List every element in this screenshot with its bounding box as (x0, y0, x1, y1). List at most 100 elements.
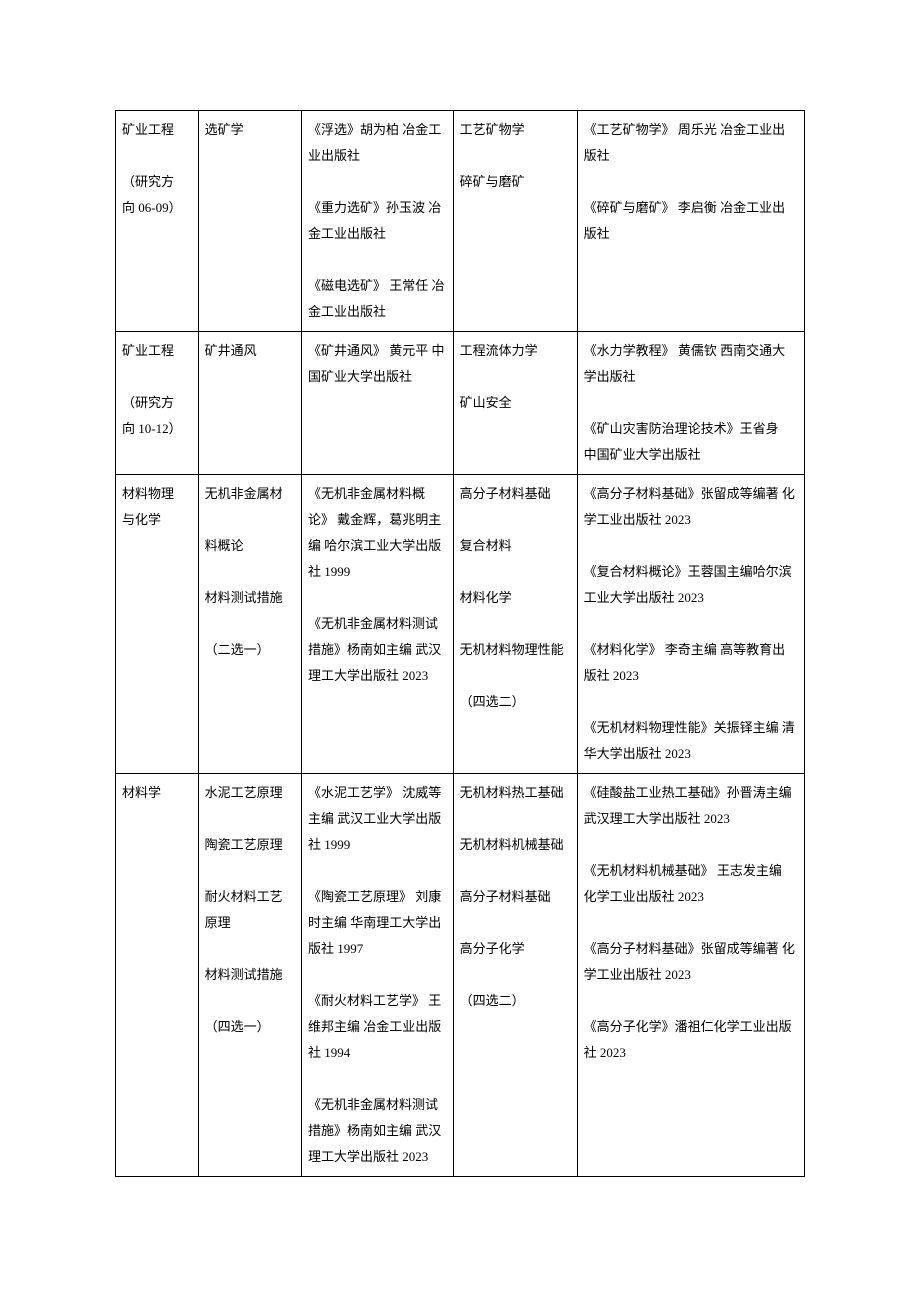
text: 工艺矿物学 (460, 117, 571, 143)
text: 《高分子材料基础》张留成等编著 化学工业出版社 2023 (584, 481, 798, 533)
text: 无机材料物理性能 (460, 637, 571, 663)
table-body: 矿业工程 （研究方 向 06-09） 选矿学 《浮选》胡为柏 冶金工业出版社 《… (116, 111, 805, 1177)
cell-subject: 无机非金属材 料概论 材料测试措施 （二选一） (198, 475, 301, 774)
text (584, 533, 798, 559)
text (308, 247, 447, 273)
text (584, 611, 798, 637)
text: 复合材料 (460, 533, 571, 559)
text (584, 390, 798, 416)
text: 无机材料机械基础 (460, 832, 571, 858)
text: 《水泥工艺学》 沈威等主编 武汉工业大学出版社 1999 (308, 780, 447, 858)
table-row: 矿业工程 （研究方 向 06-09） 选矿学 《浮选》胡为柏 冶金工业出版社 《… (116, 111, 805, 332)
cell-reference-a: 《矿井通风》 黄元平 中国矿业大学出版社 (302, 332, 454, 475)
text: 高分子化学 (460, 936, 571, 962)
text: 《无机材料物理性能》关振铎主编 清华大学出版社 2023 (584, 715, 798, 767)
text (205, 806, 295, 832)
text (460, 559, 571, 585)
text: 《矿井通风》 黄元平 中国矿业大学出版社 (308, 338, 447, 390)
text: 向 06-09） (122, 195, 192, 221)
text: 《矿山灾害防治理论技术》王省身 中国矿业大学出版社 (584, 416, 798, 468)
cell-course: 工程流体力学 矿山安全 (453, 332, 577, 475)
cell-subject: 选矿学 (198, 111, 301, 332)
text: 碎矿与磨矿 (460, 169, 571, 195)
text (308, 962, 447, 988)
text: 《无机非金属材料测试措施》杨南如主编 武汉理工大学出版社 2023 (308, 1092, 447, 1170)
text (460, 507, 571, 533)
cell-reference-a: 《无机非金属材料概论》 戴金辉，葛兆明主编 哈尔滨工业大学出版社 1999 《无… (302, 475, 454, 774)
text: （研究方 (122, 169, 192, 195)
text: 无机非金属材 (205, 481, 295, 507)
cell-reference-b: 《水力学教程》 黄儒钦 西南交通大学出版社 《矿山灾害防治理论技术》王省身 中国… (577, 332, 804, 475)
text: （四选一） (205, 1014, 295, 1040)
text: 选矿学 (205, 117, 295, 143)
text: 耐火材料工艺 (205, 884, 295, 910)
text (205, 611, 295, 637)
text: 《硅酸盐工业热工基础》孙晋涛主编 武汉理工大学出版社 2023 (584, 780, 798, 832)
text (584, 832, 798, 858)
table-row: 材料学 水泥工艺原理 陶瓷工艺原理 耐火材料工艺 原理 材料测试措施 （四选一）… (116, 774, 805, 1177)
table-row: 材料物理 与化学 无机非金属材 料概论 材料测试措施 （二选一） 《无机非金属材… (116, 475, 805, 774)
text: 《高分子化学》潘祖仁化学工业出版社 2023 (584, 1014, 798, 1066)
text: （四选二） (460, 988, 571, 1014)
text: （二选一） (205, 637, 295, 663)
text (460, 663, 571, 689)
text: 工程流体力学 (460, 338, 571, 364)
text: 高分子材料基础 (460, 884, 571, 910)
cell-course: 工艺矿物学 碎矿与磨矿 (453, 111, 577, 332)
text: 矿井通风 (205, 338, 295, 364)
text: 《高分子材料基础》张留成等编著 化学工业出版社 2023 (584, 936, 798, 988)
text: 《碎矿与磨矿》 李启衡 冶金工业出版社 (584, 195, 798, 247)
text (460, 143, 571, 169)
text: 《无机非金属材料概论》 戴金辉，葛兆明主编 哈尔滨工业大学出版社 1999 (308, 481, 447, 585)
text: 水泥工艺原理 (205, 780, 295, 806)
text: 无机材料热工基础 (460, 780, 571, 806)
text (308, 585, 447, 611)
text (584, 689, 798, 715)
text (584, 988, 798, 1014)
cell-reference-a: 《水泥工艺学》 沈威等主编 武汉工业大学出版社 1999 《陶瓷工艺原理》 刘康… (302, 774, 454, 1177)
text: 材料测试措施 (205, 585, 295, 611)
text (205, 936, 295, 962)
text (308, 1066, 447, 1092)
text: （研究方 (122, 390, 192, 416)
cell-course: 高分子材料基础 复合材料 材料化学 无机材料物理性能 （四选二） (453, 475, 577, 774)
text: 料概论 (205, 533, 295, 559)
cell-reference-b: 《硅酸盐工业热工基础》孙晋涛主编 武汉理工大学出版社 2023 《无机材料机械基… (577, 774, 804, 1177)
cell-reference-a: 《浮选》胡为柏 冶金工业出版社 《重力选矿》孙玉波 冶金工业出版社 《磁电选矿》… (302, 111, 454, 332)
text (460, 858, 571, 884)
text (584, 910, 798, 936)
text: 《耐火材料工艺学》 王维邦主编 冶金工业出版社 1994 (308, 988, 447, 1066)
text: 《浮选》胡为柏 冶金工业出版社 (308, 117, 447, 169)
text (584, 169, 798, 195)
text: 与化学 (122, 507, 192, 533)
text (308, 858, 447, 884)
table-row: 矿业工程 （研究方 向 10-12） 矿井通风 《矿井通风》 黄元平 中国矿业大… (116, 332, 805, 475)
text: 材料物理 (122, 481, 192, 507)
cell-major: 材料物理 与化学 (116, 475, 199, 774)
text (205, 858, 295, 884)
text: 矿山安全 (460, 390, 571, 416)
cell-reference-b: 《高分子材料基础》张留成等编著 化学工业出版社 2023 《复合材料概论》王蓉国… (577, 475, 804, 774)
document-page: 矿业工程 （研究方 向 06-09） 选矿学 《浮选》胡为柏 冶金工业出版社 《… (0, 0, 920, 1287)
curriculum-table: 矿业工程 （研究方 向 06-09） 选矿学 《浮选》胡为柏 冶金工业出版社 《… (115, 110, 805, 1177)
text: 《材料化学》 李奇主编 高等教育出版社 2023 (584, 637, 798, 689)
text: 矿业工程 (122, 117, 192, 143)
text: 《无机材料机械基础》 王志发主编 化学工业出版社 2023 (584, 858, 798, 910)
cell-subject: 水泥工艺原理 陶瓷工艺原理 耐火材料工艺 原理 材料测试措施 （四选一） (198, 774, 301, 1177)
cell-course: 无机材料热工基础 无机材料机械基础 高分子材料基础 高分子化学 （四选二） (453, 774, 577, 1177)
cell-major: 矿业工程 （研究方 向 06-09） (116, 111, 199, 332)
text (205, 988, 295, 1014)
text (205, 559, 295, 585)
text: （四选二） (460, 689, 571, 715)
cell-major: 矿业工程 （研究方 向 10-12） (116, 332, 199, 475)
text: 《陶瓷工艺原理》 刘康时主编 华南理工大学出版社 1997 (308, 884, 447, 962)
text: 材料化学 (460, 585, 571, 611)
text: 高分子材料基础 (460, 481, 571, 507)
text (122, 143, 192, 169)
text: 原理 (205, 910, 295, 936)
text: 材料测试措施 (205, 962, 295, 988)
text (460, 910, 571, 936)
text (460, 962, 571, 988)
cell-reference-b: 《工艺矿物学》 周乐光 冶金工业出版社 《碎矿与磨矿》 李启衡 冶金工业出版社 (577, 111, 804, 332)
text (460, 806, 571, 832)
